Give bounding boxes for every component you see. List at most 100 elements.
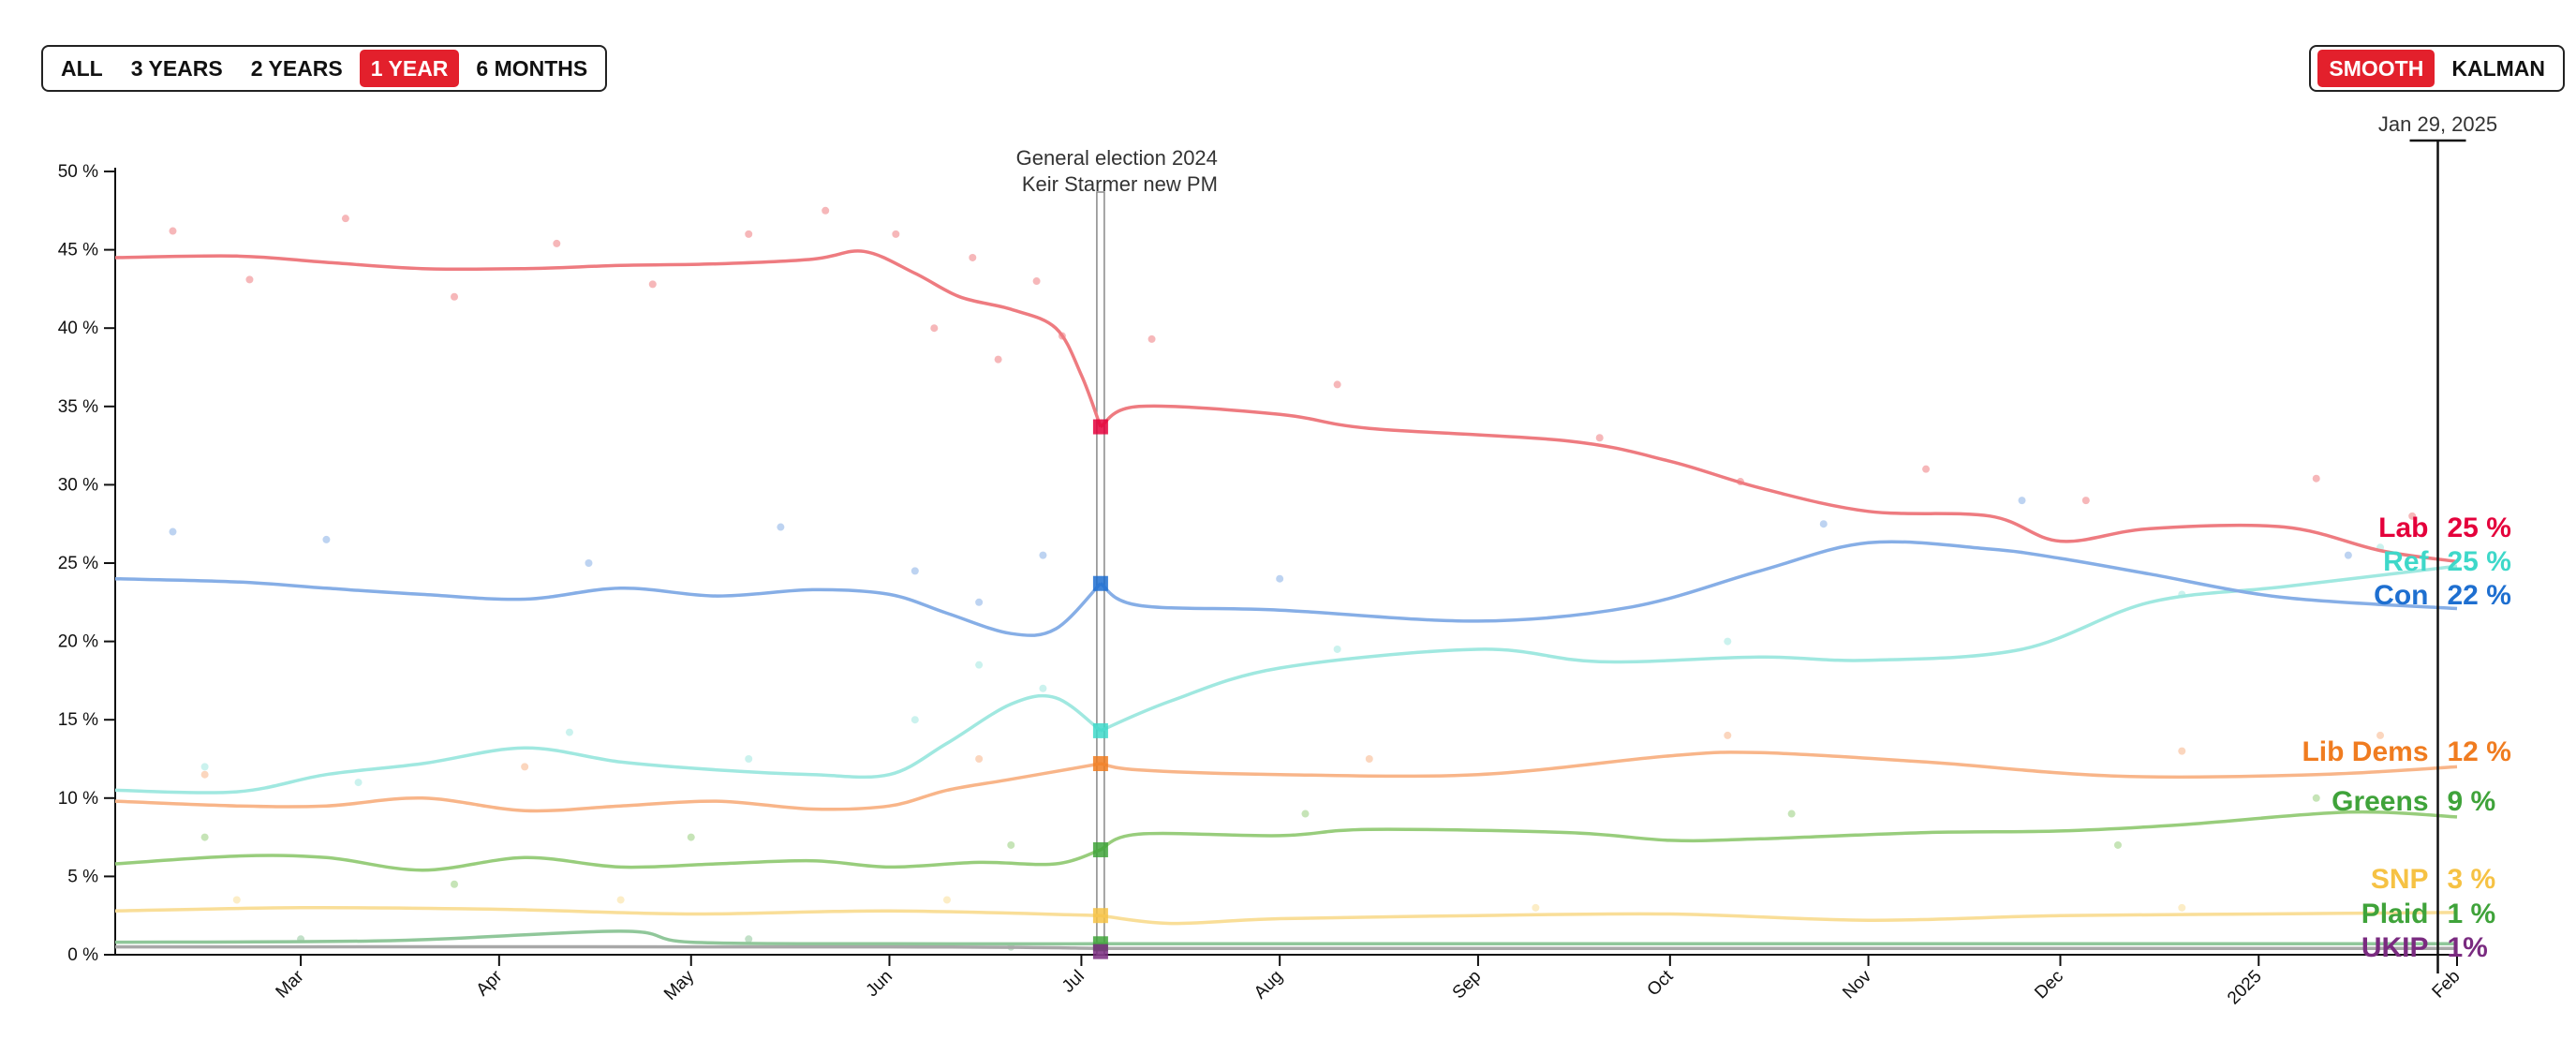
trend-line-greens (1100, 810, 2458, 852)
end-label-value-lib-dems: 12 % (2448, 736, 2511, 767)
poll-dot-ref (200, 763, 209, 771)
end-label-value-snp: 3 % (2448, 864, 2496, 895)
smooth-button[interactable]: SMOOTH (2317, 50, 2435, 87)
poll-dot-con (2344, 551, 2352, 559)
x-tick-label: Aug (1251, 967, 1287, 1003)
x-tick-label: Apr (473, 966, 507, 1000)
trend-line-ukip (114, 944, 1101, 951)
range-all-button[interactable]: ALL (61, 56, 103, 81)
y-tick-label: 15 % (58, 710, 98, 730)
end-label-name-snp: SNP (2371, 864, 2429, 895)
x-tick-label: Mar (273, 966, 308, 1002)
poll-dot-snp (232, 896, 241, 904)
poll-dot-greens (1787, 810, 1796, 818)
poll-dot-lab (892, 230, 900, 238)
y-tick-label: 30 % (58, 475, 98, 495)
poll-dot-greens (687, 833, 695, 841)
end-label-value-con: 22 % (2448, 580, 2511, 611)
poll-dot-lib-dems (975, 755, 984, 763)
poll-dots-layer (169, 206, 2417, 951)
x-tick-label: Oct (1644, 966, 1678, 1000)
poll-dot-lab (1032, 277, 1041, 286)
kalman-button[interactable]: KALMAN (2451, 56, 2545, 81)
poll-dot-greens (2312, 794, 2320, 802)
poll-dot-con (169, 527, 177, 536)
poll-dot-con (1819, 520, 1828, 528)
end-label-value-ukip: 1% (2448, 932, 2488, 963)
x-tick-label: Dec (2031, 967, 2067, 1003)
election-result-marker-con (1092, 575, 1108, 591)
cursor-layer: Jan 29, 2025 (2378, 112, 2497, 973)
x-tick-label: Jun (863, 967, 897, 1002)
smoothing-method-selector: SMOOTH KALMAN (2309, 45, 2565, 92)
x-tick-label: Jul (1059, 967, 1088, 997)
poll-dot-lab (2081, 497, 2090, 505)
range-1-year-button[interactable]: 1 YEAR (359, 50, 460, 87)
poll-dot-lib-dems (521, 763, 529, 771)
poll-dot-lib-dems (2376, 731, 2385, 739)
poll-dot-plaid (745, 935, 753, 943)
x-tick-label: Sep (1449, 967, 1486, 1003)
election-result-marker-ref (1092, 722, 1108, 738)
y-tick-label: 45 % (58, 241, 98, 260)
poll-dot-snp (1532, 903, 1540, 912)
election-result-marker-snp (1092, 908, 1108, 924)
trend-line-greens (114, 848, 1102, 872)
axes-layer: 0 % 5 % 10 % 15 % 20 % 25 % 30 % 35 % 40 % 45 % 50… (58, 162, 2465, 1008)
poll-dot-greens (2113, 840, 2122, 849)
poll-dot-lib-dems (1365, 755, 1373, 763)
y-tick-label: 5 % (67, 867, 98, 886)
election-markers-layer (1092, 419, 1108, 959)
poll-dot-snp (2178, 903, 2186, 912)
poll-dot-ref (1039, 684, 1047, 692)
poll-dot-con (777, 523, 785, 531)
poll-dot-lab (994, 355, 1002, 364)
poll-dot-greens (1301, 810, 1310, 818)
poll-dot-lab (1595, 434, 1604, 442)
poll-dot-lab (553, 239, 561, 247)
time-range-selector: ALL 3 YEARS 2 YEARS 1 YEAR 6 MONTHS (41, 45, 608, 92)
election-marker-band (1096, 191, 1105, 956)
y-tick-label: 35 % (58, 397, 98, 417)
poll-dot-lab (341, 215, 349, 223)
y-tick-label: 10 % (58, 789, 98, 809)
trend-line-snp (1100, 911, 2458, 926)
poll-dot-con (2018, 497, 2026, 505)
poll-dot-ref (1724, 637, 1732, 646)
election-result-marker-lib-dems (1092, 756, 1108, 772)
range-3-years-button[interactable]: 3 YEARS (130, 56, 223, 81)
range-6-months-button[interactable]: 6 MONTHS (476, 56, 588, 81)
election-result-marker-ukip (1092, 943, 1108, 959)
end-label-name-plaid: Plaid (2361, 899, 2429, 929)
end-label-value-ref: 25 % (2448, 546, 2511, 577)
trend-lines-layer (114, 249, 2458, 951)
end-label-name-greens: Greens (2332, 786, 2428, 817)
y-tick-label: 20 % (58, 632, 98, 652)
end-label-name-lib-dems: Lib Dems (2302, 736, 2428, 767)
x-tick-label: 2025 (2224, 967, 2266, 1009)
trend-line-lab (114, 249, 1103, 428)
poll-dot-ref (354, 779, 363, 787)
election-result-marker-greens (1092, 841, 1108, 857)
poll-dot-snp (942, 896, 951, 904)
y-tick-label: 0 % (67, 945, 98, 965)
election-annotation-text: Keir Starmer new PM (1022, 172, 1218, 196)
poll-dot-lab (1147, 334, 1156, 343)
poll-dot-lib-dems (2178, 747, 2186, 755)
range-2-years-button[interactable]: 2 YEARS (250, 56, 343, 81)
poll-dot-ref (565, 728, 573, 736)
x-tick-label: Feb (2429, 967, 2465, 1003)
poll-dot-con (585, 559, 593, 567)
poll-dot-con (1039, 551, 1047, 559)
y-tick-label: 25 % (58, 554, 98, 573)
poll-dot-lib-dems (1724, 731, 1732, 739)
x-tick-label: Nov (1839, 966, 1875, 1003)
poll-dot-lab (451, 292, 459, 301)
end-label-value-plaid: 1 % (2448, 899, 2496, 929)
trend-line-lib-dems (1100, 750, 2458, 780)
poll-dot-greens (1007, 840, 1015, 849)
poll-dot-lab (1922, 465, 1931, 473)
trend-line-con (114, 576, 1103, 637)
